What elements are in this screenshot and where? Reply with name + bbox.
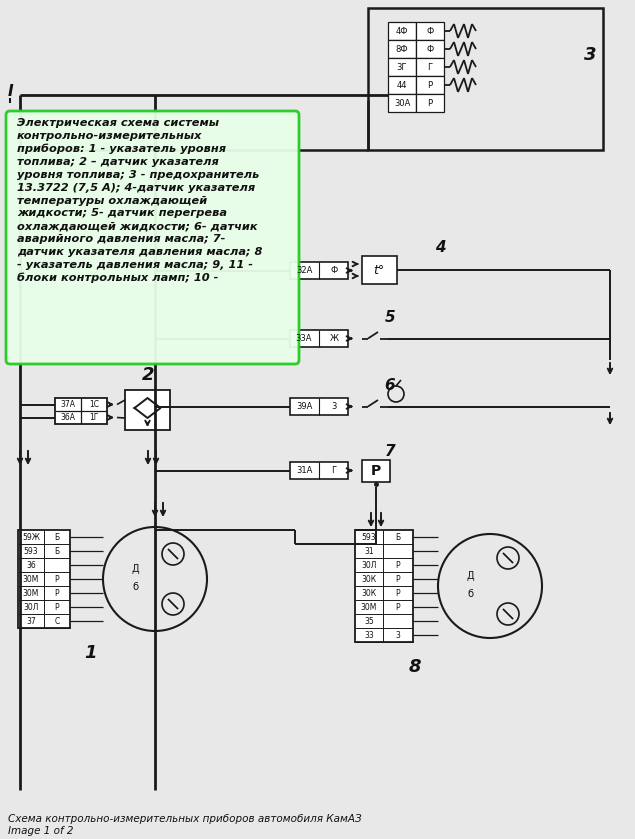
Text: Р: Р	[396, 560, 400, 570]
Text: 32А: 32А	[296, 266, 312, 275]
Text: 6: 6	[385, 378, 396, 393]
Text: 8: 8	[409, 658, 421, 676]
Bar	[388, 40, 416, 58]
Text: Б: Б	[55, 546, 60, 555]
Text: 2: 2	[142, 366, 154, 384]
Text: 30К: 30К	[361, 588, 377, 597]
Bar	[388, 94, 416, 112]
Bar	[416, 76, 444, 94]
Text: 1С: 1С	[89, 400, 99, 409]
Bar	[290, 462, 348, 479]
Text: Г: Г	[427, 62, 432, 71]
Text: 3: 3	[331, 402, 337, 411]
Text: 33: 33	[364, 630, 374, 639]
Text: t°: t°	[373, 263, 385, 277]
Text: 30М: 30М	[361, 602, 377, 612]
Text: 3Г: 3Г	[397, 62, 407, 71]
Bar	[125, 390, 170, 430]
Text: Б: Б	[396, 533, 401, 541]
Text: 36: 36	[26, 560, 36, 570]
Text: Р: Р	[427, 98, 432, 107]
Text: 4: 4	[435, 241, 445, 256]
Text: 30К: 30К	[361, 575, 377, 583]
Text: 44: 44	[397, 81, 407, 90]
Text: Г: Г	[331, 466, 337, 475]
Text: 30М: 30М	[23, 588, 39, 597]
Text: 3: 3	[584, 46, 596, 64]
Bar	[416, 40, 444, 58]
Bar	[55, 398, 107, 424]
Text: Р: Р	[427, 81, 432, 90]
Text: 36А: 36А	[60, 413, 76, 422]
Text: 59Ж: 59Ж	[22, 533, 40, 541]
Text: 37А: 37А	[60, 400, 76, 409]
Bar	[368, 8, 603, 150]
Bar	[416, 94, 444, 112]
Text: Ф: Ф	[426, 27, 434, 35]
Text: Р: Р	[55, 588, 59, 597]
Text: С: С	[55, 617, 60, 626]
Text: 7: 7	[385, 445, 396, 460]
Text: Ф: Ф	[426, 44, 434, 54]
Bar	[388, 58, 416, 76]
Bar	[290, 330, 348, 347]
Bar	[388, 76, 416, 94]
Bar	[388, 22, 416, 40]
Text: 1Г: 1Г	[90, 413, 98, 422]
Text: 3: 3	[396, 630, 401, 639]
Text: 30Л: 30Л	[361, 560, 377, 570]
Text: 4Ф: 4Ф	[396, 27, 408, 35]
Text: Р: Р	[396, 588, 400, 597]
Bar	[355, 530, 413, 642]
Text: 33А: 33А	[296, 334, 312, 343]
Text: Р: Р	[55, 575, 59, 583]
Bar	[290, 262, 348, 279]
Text: Р: Р	[55, 602, 59, 612]
FancyBboxPatch shape	[6, 111, 299, 364]
Text: Д: Д	[466, 571, 474, 581]
Bar	[416, 58, 444, 76]
Text: Б: Б	[55, 533, 60, 541]
Text: Р: Р	[396, 575, 400, 583]
Text: 593: 593	[362, 533, 377, 541]
Text: б: б	[467, 589, 473, 599]
Text: 37: 37	[26, 617, 36, 626]
Bar	[362, 460, 390, 482]
Text: Ж: Ж	[330, 334, 338, 343]
Text: б: б	[132, 582, 138, 592]
Text: 30А: 30А	[394, 98, 410, 107]
Text: 1: 1	[84, 644, 97, 662]
Text: 30М: 30М	[23, 575, 39, 583]
Text: 8Ф: 8Ф	[396, 44, 408, 54]
Text: 35: 35	[364, 617, 374, 626]
Text: Схема контрольно-измерительных приборов автомобиля КамАЗ: Схема контрольно-измерительных приборов …	[8, 814, 361, 824]
Text: 593: 593	[23, 546, 38, 555]
Text: Д: Д	[131, 564, 139, 574]
Bar	[290, 398, 348, 415]
Bar	[18, 530, 70, 628]
Bar	[362, 256, 397, 284]
Text: Image 1 of 2: Image 1 of 2	[8, 826, 74, 836]
Text: P: P	[371, 464, 381, 478]
Text: 5: 5	[385, 310, 396, 326]
Text: 39А: 39А	[296, 402, 312, 411]
Text: 30Л: 30Л	[23, 602, 39, 612]
Text: Р: Р	[396, 602, 400, 612]
Text: 31А: 31А	[296, 466, 312, 475]
Text: 31: 31	[364, 546, 374, 555]
Text: Ф: Ф	[330, 266, 338, 275]
Text: Электрическая схема системы
контрольно-измерительных
приборов: 1 - указатель уро: Электрическая схема системы контрольно-и…	[17, 118, 262, 283]
Bar	[416, 22, 444, 40]
Text: I: I	[7, 85, 13, 100]
